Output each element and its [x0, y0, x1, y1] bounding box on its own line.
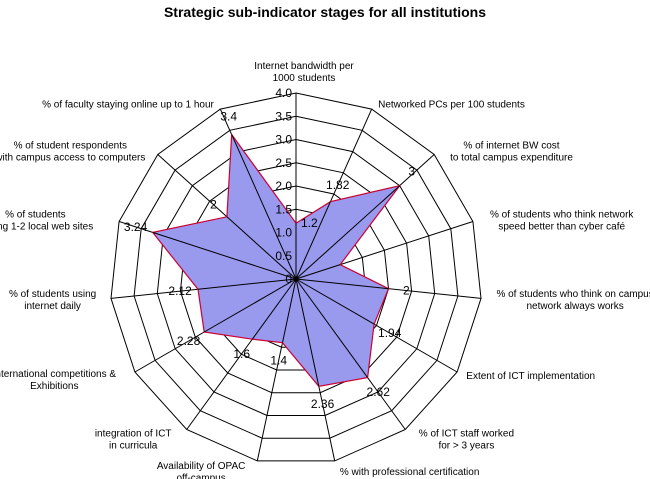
- series-spoke: [295, 201, 331, 280]
- data-value-label: 2: [403, 284, 410, 298]
- data-value-label: 1.4: [270, 353, 287, 367]
- data-value-label: 3: [408, 165, 415, 179]
- radial-tick-label: 1.0: [275, 226, 292, 240]
- data-value-label: 1.2: [301, 216, 318, 230]
- axis-label-line: internet daily: [24, 301, 81, 312]
- axis-label-line: % of internet BW cost: [463, 141, 559, 152]
- axis-label: International competitions &Exhibitions: [0, 369, 116, 392]
- data-value-label: 1.6: [233, 347, 250, 361]
- axis-label-line: speed better than cyber café: [498, 222, 625, 233]
- axis-label-line: % of students using: [9, 289, 96, 300]
- axis-label-line: Networked PCs per 100 students: [378, 100, 525, 111]
- series-spoke: [295, 278, 389, 290]
- radial-tick-labels: 0 0.5 1.0 1.5 2.0 2.5 3.0 3.5 4.0: [275, 86, 292, 286]
- radial-tick-label: 4.0: [275, 86, 292, 100]
- grid-ring: [156, 138, 436, 416]
- series-spoke: [295, 264, 341, 280]
- radial-tick-label: 0: [285, 272, 292, 286]
- grid-ring: [133, 115, 459, 439]
- axis-label: % with professional certification: [340, 467, 480, 478]
- axis-label-line: off-campus: [176, 473, 225, 479]
- axis-label-line: network always works: [526, 301, 623, 312]
- axis-label-line: with campus access to computers: [0, 153, 145, 164]
- series-spoke: [251, 278, 297, 340]
- grid-ring: [179, 162, 413, 394]
- data-value-label: 2.62: [367, 385, 391, 399]
- series-spoke: [295, 278, 369, 378]
- series-spoke: [295, 278, 320, 387]
- axis-label-line: % of students who think on campus: [496, 289, 650, 300]
- axis-label-line: visiting 1-2 local web sites: [0, 222, 93, 233]
- radial-tick-label: 3.0: [275, 133, 292, 147]
- axis-label-line: Availability of OPAC: [157, 461, 246, 472]
- series-spoke: [203, 278, 297, 333]
- data-value-label: 1.82: [326, 178, 350, 192]
- data-value-labels: 1.2 1.82 3 2 1.94 2.62 2.36 1.4 1.6 2.28 2.12 3.24 2…: [124, 110, 415, 411]
- axis-label-line: % with professional certification: [340, 467, 480, 478]
- axis-label-line: for > 3 years: [438, 440, 494, 451]
- center-point: [293, 276, 299, 282]
- axis-label-line: % of student respondents: [14, 141, 127, 152]
- radial-tick-label: 2.0: [275, 179, 292, 193]
- radial-tick-label: 3.5: [275, 109, 292, 123]
- data-value-label: 2: [210, 198, 217, 212]
- grid-ring: [110, 92, 482, 462]
- axis-label-line: in curricula: [109, 440, 158, 451]
- series-spoke: [231, 134, 297, 280]
- series-spoke: [295, 185, 401, 280]
- axis-label-line: 1000 students: [273, 73, 336, 84]
- axis-label-line: % of students: [5, 210, 66, 221]
- data-value-label: 3.4: [220, 110, 237, 124]
- radial-tick-label: 1.5: [275, 202, 292, 216]
- axis-label: % of studentsvisiting 1-2 local web site…: [0, 210, 93, 233]
- chart-title: Strategic sub-indicator stages for all i…: [163, 4, 487, 20]
- axis-label-line: International competitions &: [0, 369, 116, 380]
- axis-label-line: % of students who think network: [490, 210, 634, 221]
- series-spoke: [152, 231, 297, 280]
- series-area: [151, 132, 402, 387]
- data-value-label: 3.24: [124, 220, 148, 234]
- series-spoke: [295, 278, 375, 325]
- series-spoke: [282, 278, 297, 343]
- series-spoke: [226, 216, 297, 280]
- radial-tick-label: 0.5: [275, 249, 292, 263]
- data-value-label: 1.94: [378, 326, 402, 340]
- data-value-label: 2.28: [177, 334, 201, 348]
- axis-label-line: integration of ICT: [95, 428, 172, 439]
- axis-label-line: to total campus expenditure: [450, 153, 573, 164]
- radial-tick-label: 2.5: [275, 156, 292, 170]
- axis-label-line: Extent of ICT implementation: [466, 371, 595, 382]
- axis-label-line: Internet bandwidth per: [254, 61, 354, 72]
- radar-series: [151, 132, 402, 387]
- axis-label: Networked PCs per 100 students: [378, 100, 525, 111]
- axis-label-line: % of faculty staying online up to 1 hour: [42, 100, 214, 111]
- axis-label-line: Exhibitions: [30, 381, 78, 392]
- axis-label: % of faculty staying online up to 1 hour: [42, 100, 214, 111]
- axis-label: Extent of ICT implementation: [466, 371, 595, 382]
- data-value-label: 2.12: [168, 284, 192, 298]
- axis-label: % of students who think on campusnetwork…: [496, 289, 650, 312]
- axis-label-line: % of ICT staff worked: [419, 428, 514, 439]
- series-spoke: [197, 278, 297, 290]
- data-value-label: 2.36: [311, 397, 335, 411]
